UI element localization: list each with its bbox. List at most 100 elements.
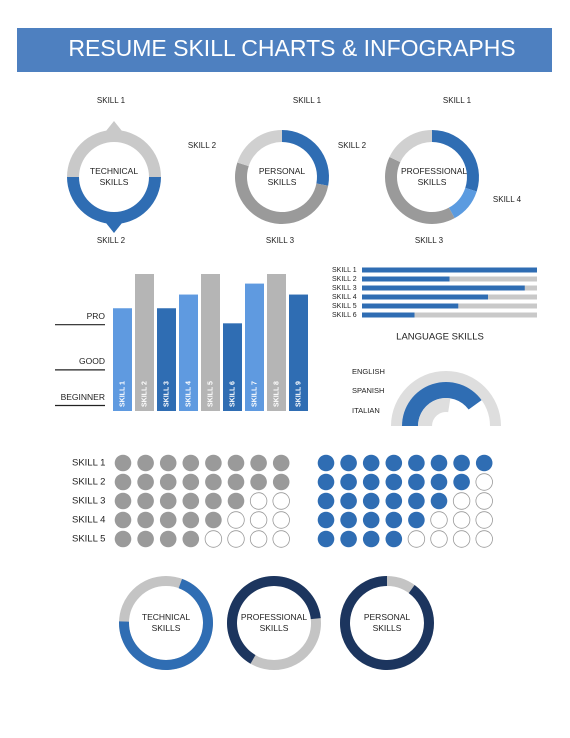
donut-segment	[282, 130, 329, 186]
dot	[114, 511, 132, 529]
bar-label: SKILL 6	[332, 312, 357, 319]
level-label: BEGINNER	[61, 392, 105, 402]
row-label: SKILL 1	[72, 458, 105, 469]
dot	[362, 530, 380, 548]
dot	[114, 492, 132, 510]
empty-dot	[272, 511, 290, 529]
bar-label: SKILL 1	[332, 267, 357, 274]
bar-label: SKILL 2	[332, 276, 357, 283]
dot	[137, 511, 154, 529]
empty-dot	[204, 530, 223, 548]
bar-label: SKILL 3	[332, 285, 357, 292]
dot	[272, 473, 290, 491]
level-label: GOOD	[79, 356, 105, 366]
donut-segment	[448, 187, 477, 219]
empty-dot	[249, 511, 268, 529]
empty-dot	[272, 530, 290, 548]
bar-label: SKILL 4	[185, 381, 192, 407]
language-arc	[418, 398, 451, 426]
dot	[430, 454, 448, 472]
dot	[250, 454, 267, 472]
bar	[245, 283, 264, 411]
dot	[340, 473, 357, 491]
center-label: PROFESSIONAL SKILLS	[401, 166, 468, 187]
empty-dot	[249, 530, 268, 548]
bar-label: SKILL 7	[251, 381, 258, 407]
dot	[430, 473, 448, 491]
empty-dot	[475, 530, 493, 548]
bar	[113, 308, 132, 411]
dot	[385, 454, 403, 472]
center-label: TECHNICAL SKILLS	[89, 166, 139, 187]
ring-label: TECHNICAL SKILLS	[141, 612, 191, 633]
bar	[362, 276, 450, 282]
header-title: RESUME SKILL CHARTS & INFOGRAPHS	[68, 35, 515, 61]
dot	[227, 473, 245, 491]
center-label: PERSONAL SKILLS	[258, 166, 306, 187]
dot	[317, 473, 335, 491]
bar	[179, 294, 198, 411]
chart-title: LANGUAGE SKILLS	[396, 332, 484, 343]
dot	[340, 530, 357, 548]
empty-dot	[475, 511, 493, 529]
bar-label: SKILL 6	[229, 381, 236, 407]
dot	[159, 473, 177, 491]
dot	[227, 454, 245, 472]
dot	[272, 454, 290, 472]
empty-dot	[407, 530, 426, 548]
empty-dot	[452, 511, 471, 529]
empty-dot	[475, 473, 493, 491]
language-label: SPANISH	[352, 386, 384, 395]
dot	[475, 454, 493, 472]
segment-label: SKILL 1	[97, 96, 126, 105]
donut-segment	[67, 177, 161, 224]
header-band	[17, 28, 552, 72]
bar-label: SKILL 5	[332, 303, 357, 310]
dot	[408, 473, 425, 491]
bar	[362, 267, 537, 273]
donut-segment	[389, 130, 432, 163]
segment-label: SKILL 1	[443, 96, 472, 105]
donut-segment	[384, 156, 455, 224]
dot	[362, 492, 380, 510]
bar	[362, 303, 459, 309]
dot	[137, 530, 154, 548]
dot	[159, 454, 177, 472]
bar	[267, 274, 286, 411]
bar-label: SKILL 1	[119, 381, 126, 407]
dot	[340, 454, 357, 472]
dot	[362, 511, 380, 529]
bar	[289, 294, 308, 411]
empty-dot	[249, 492, 268, 510]
segment-label: SKILL 4	[493, 195, 522, 204]
dot	[205, 511, 222, 529]
donut-segment	[67, 130, 161, 177]
segment-label: SKILL 2	[188, 141, 217, 150]
ring-label: PERSONAL SKILLS	[363, 612, 411, 633]
bar	[362, 294, 488, 300]
language-label: ITALIAN	[352, 406, 380, 415]
dot	[205, 473, 222, 491]
empty-dot	[452, 530, 471, 548]
dot	[159, 511, 177, 529]
dot	[137, 454, 154, 472]
dot	[317, 454, 335, 472]
dot	[182, 454, 200, 472]
dot	[182, 530, 200, 548]
segment-label: SKILL 3	[415, 236, 444, 245]
dot	[159, 530, 177, 548]
ring-label: PROFESSIONAL SKILLS	[240, 612, 308, 633]
dot	[317, 511, 335, 529]
language-label: ENGLISH	[352, 367, 385, 376]
row-label: SKILL 5	[72, 534, 105, 545]
donut-segment	[237, 130, 282, 167]
bar	[201, 274, 220, 411]
dot	[182, 492, 200, 510]
bar-label: SKILL 4	[332, 294, 357, 301]
dot	[227, 492, 245, 510]
empty-dot	[430, 511, 448, 529]
row-label: SKILL 3	[72, 496, 105, 507]
bar-label: SKILL 2	[141, 381, 148, 407]
segment-label: SKILL 2	[338, 141, 367, 150]
